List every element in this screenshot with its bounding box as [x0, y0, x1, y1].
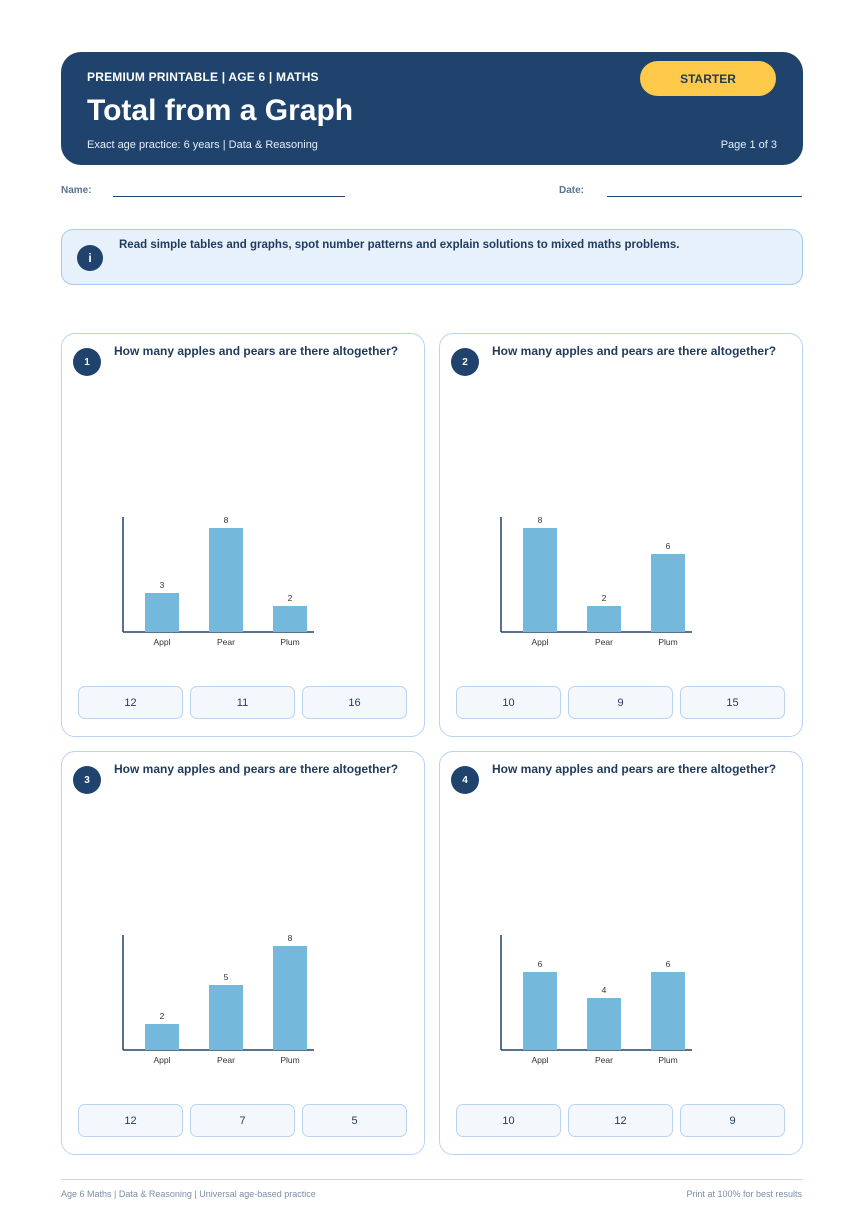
- answer-option[interactable]: 15: [680, 686, 785, 719]
- bar-chart: 2 Appl 5 Pear 8 Plum: [122, 933, 314, 1065]
- question-number: 4: [451, 766, 479, 794]
- data-label: 2: [288, 593, 293, 603]
- data-label: 8: [224, 515, 229, 525]
- data-label: 3: [160, 580, 165, 590]
- bar-chart: 6 Appl 4 Pear 6 Plum: [500, 935, 692, 1065]
- tick-label: Pear: [217, 637, 235, 647]
- tick-label: Appl: [531, 637, 548, 647]
- tick-label: Appl: [153, 637, 170, 647]
- question-text: How many apples and pears are there alto…: [114, 762, 399, 776]
- bar: [651, 972, 685, 1050]
- info-icon: i: [77, 245, 103, 271]
- tick-label: Pear: [595, 637, 613, 647]
- answer-options: 10 12 9: [456, 1104, 785, 1137]
- name-line[interactable]: [113, 196, 345, 197]
- bar: [209, 528, 243, 632]
- bar: [523, 528, 557, 632]
- answer-option[interactable]: 9: [680, 1104, 785, 1137]
- answer-options: 10 9 15: [456, 686, 785, 719]
- name-label: Name:: [61, 185, 92, 196]
- bar: [651, 554, 685, 632]
- answer-option[interactable]: 10: [456, 686, 561, 719]
- footer-divider: [61, 1179, 803, 1180]
- bar: [273, 606, 307, 632]
- bar: [209, 985, 243, 1050]
- footer-left: Age 6 Maths | Data & Reasoning | Univers…: [61, 1189, 316, 1199]
- answer-option[interactable]: 12: [78, 1104, 183, 1137]
- level-badge: STARTER: [640, 61, 776, 96]
- question-card: 4 How many apples and pears are there al…: [439, 751, 803, 1155]
- tick-label: Plum: [280, 1055, 299, 1065]
- question-text: How many apples and pears are there alto…: [492, 762, 777, 776]
- tick-label: Plum: [280, 637, 299, 647]
- bar-chart: 3 Appl 8 Pear 2 Plum: [122, 515, 314, 647]
- page-number: Page 1 of 3: [720, 139, 777, 151]
- question-text: How many apples and pears are there alto…: [492, 344, 777, 358]
- answer-option[interactable]: 9: [568, 686, 673, 719]
- page-title: Total from a Graph: [87, 94, 354, 127]
- date-label: Date:: [559, 185, 585, 196]
- header-subtitle: Exact age practice: 6 years | Data & Rea…: [87, 139, 318, 151]
- tick-label: Plum: [658, 637, 677, 647]
- answer-option[interactable]: 12: [78, 686, 183, 719]
- tick-label: Pear: [217, 1055, 235, 1065]
- bar-chart: 8 Appl 2 Pear 6 Plum: [500, 515, 692, 647]
- tick-label: Plum: [658, 1055, 677, 1065]
- data-label: 8: [538, 515, 543, 525]
- header-eyebrow: PREMIUM PRINTABLE | AGE 6 | MATHS: [87, 70, 319, 84]
- question-number: 3: [73, 766, 101, 794]
- question-number: 1: [73, 348, 101, 376]
- answer-options: 12 11 16: [78, 686, 407, 719]
- data-label: 6: [666, 959, 671, 969]
- tick-label: Appl: [531, 1055, 548, 1065]
- question-number: 2: [451, 348, 479, 376]
- bar: [587, 998, 621, 1050]
- bar: [523, 972, 557, 1050]
- bar: [145, 593, 179, 632]
- question-card: 2 How many apples and pears are there al…: [439, 333, 803, 737]
- answer-option[interactable]: 7: [190, 1104, 295, 1137]
- tick-label: Pear: [595, 1055, 613, 1065]
- answer-option[interactable]: 5: [302, 1104, 407, 1137]
- tick-label: Appl: [153, 1055, 170, 1065]
- data-label: 6: [666, 541, 671, 551]
- answer-option[interactable]: 12: [568, 1104, 673, 1137]
- answer-option[interactable]: 10: [456, 1104, 561, 1137]
- data-label: 2: [602, 593, 607, 603]
- question-card: 3 How many apples and pears are there al…: [61, 751, 425, 1155]
- answer-option[interactable]: 11: [190, 686, 295, 719]
- data-label: 6: [538, 959, 543, 969]
- data-label: 2: [160, 1011, 165, 1021]
- data-label: 5: [224, 972, 229, 982]
- instructions-text: Read simple tables and graphs, spot numb…: [119, 239, 680, 251]
- answer-options: 12 7 5: [78, 1104, 407, 1137]
- data-label: 8: [288, 933, 293, 943]
- date-line[interactable]: [607, 196, 802, 197]
- bar: [587, 606, 621, 632]
- footer-right: Print at 100% for best results: [686, 1189, 802, 1199]
- data-label: 4: [602, 985, 607, 995]
- instructions-box: i Read simple tables and graphs, spot nu…: [61, 229, 803, 285]
- bar: [273, 946, 307, 1050]
- worksheet-header: PREMIUM PRINTABLE | AGE 6 | MATHS Total …: [61, 52, 803, 165]
- bar: [145, 1024, 179, 1050]
- question-text: How many apples and pears are there alto…: [114, 344, 399, 358]
- question-card: 1 How many apples and pears are there al…: [61, 333, 425, 737]
- answer-option[interactable]: 16: [302, 686, 407, 719]
